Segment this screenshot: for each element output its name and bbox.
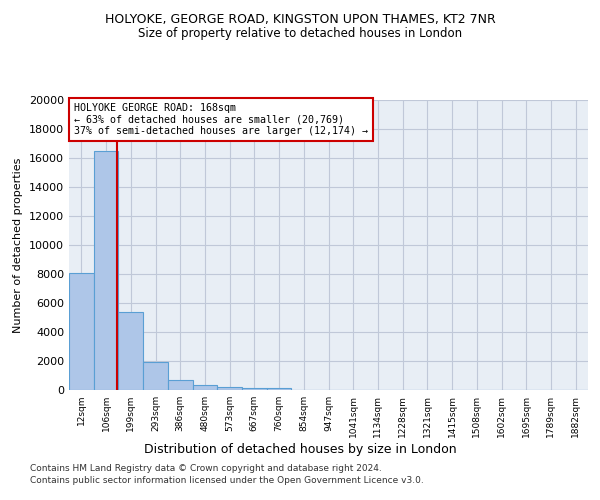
- Bar: [94, 151, 118, 390]
- Text: HOLYOKE, GEORGE ROAD, KINGSTON UPON THAMES, KT2 7NR: HOLYOKE, GEORGE ROAD, KINGSTON UPON THAM…: [104, 12, 496, 26]
- Bar: [193, 386, 217, 390]
- Text: Size of property relative to detached houses in London: Size of property relative to detached ho…: [138, 28, 462, 40]
- Bar: [267, 388, 292, 390]
- Text: Contains public sector information licensed under the Open Government Licence v3: Contains public sector information licen…: [30, 476, 424, 485]
- Y-axis label: Number of detached properties: Number of detached properties: [13, 158, 23, 332]
- Bar: [168, 380, 193, 390]
- Bar: [217, 387, 242, 390]
- Text: HOLYOKE GEORGE ROAD: 168sqm
← 63% of detached houses are smaller (20,769)
37% of: HOLYOKE GEORGE ROAD: 168sqm ← 63% of det…: [74, 103, 368, 136]
- Bar: [118, 312, 143, 390]
- Text: Distribution of detached houses by size in London: Distribution of detached houses by size …: [143, 442, 457, 456]
- Bar: [242, 388, 267, 390]
- Bar: [143, 362, 168, 390]
- Bar: [69, 274, 94, 390]
- Text: Contains HM Land Registry data © Crown copyright and database right 2024.: Contains HM Land Registry data © Crown c…: [30, 464, 382, 473]
